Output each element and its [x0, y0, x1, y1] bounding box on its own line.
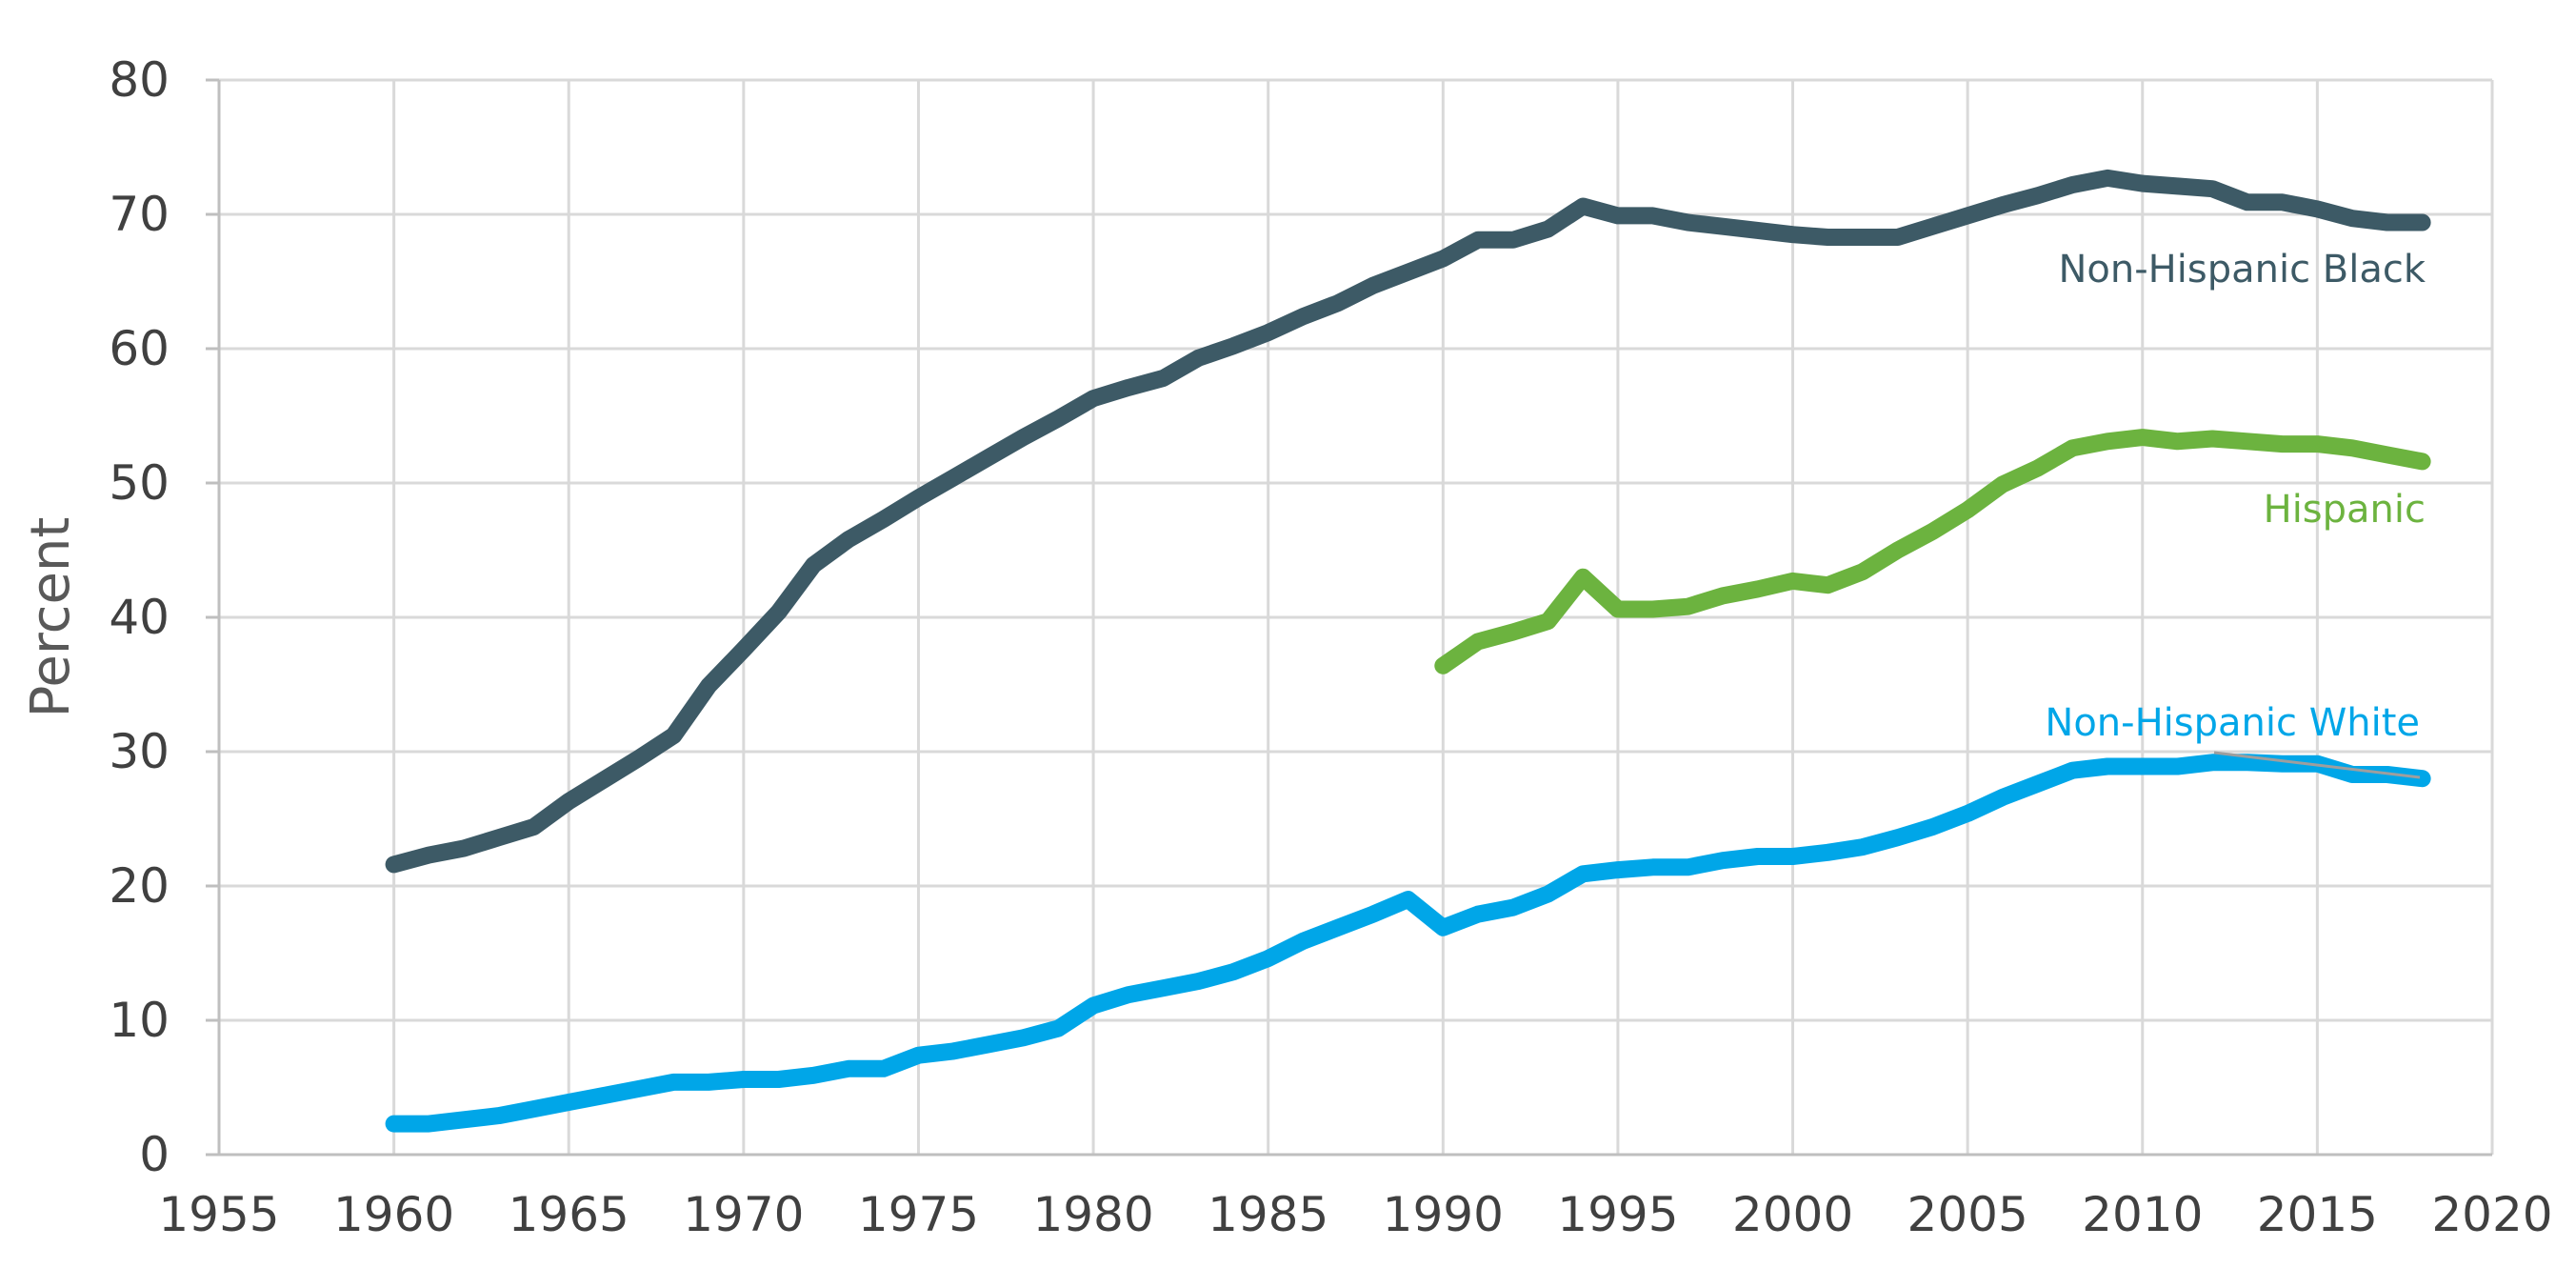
x-tick-label: 1985: [1208, 1187, 1328, 1242]
axes: [206, 78, 2492, 1157]
y-tick-label: 10: [109, 993, 170, 1048]
x-tick-label: 2005: [1907, 1187, 2028, 1242]
label-leader-line: [2213, 751, 2421, 779]
y-tick-label: 80: [109, 52, 170, 108]
y-tick-label: 20: [109, 858, 170, 914]
y-tick-label: 0: [139, 1127, 170, 1182]
series-lines: [385, 169, 2431, 1133]
series-label-hispanic: Hispanic: [2264, 488, 2426, 532]
x-tick-label: 2015: [2257, 1187, 2378, 1242]
series-label-non-hispanic-black: Non-Hispanic Black: [2058, 248, 2426, 292]
y-axis-title: Percent: [20, 517, 82, 718]
y-tick-label: 60: [109, 321, 170, 376]
series-line-hispanic: [1434, 429, 2431, 674]
y-tick-label: 40: [109, 590, 170, 645]
x-tick-label: 1965: [509, 1187, 629, 1242]
series-label-non-hispanic-white: Non-Hispanic White: [2045, 701, 2420, 745]
y-tick-label: 50: [109, 455, 170, 511]
x-tick-label: 1980: [1032, 1187, 1153, 1242]
series-line-non-hispanic-black: [385, 169, 2431, 874]
series-labels: Non-Hispanic Black Hispanic Non-Hispanic W…: [2045, 248, 2426, 779]
x-tick-label: 1955: [158, 1187, 279, 1242]
x-tick-label: 1995: [1557, 1187, 1678, 1242]
series-line-non-hispanic-white: [385, 754, 2431, 1133]
y-tick-label: 30: [109, 724, 170, 779]
tick-labels: 0 10 20 30 40 50 60 70 80 1955 1960 1965 1970 1975 198…: [109, 52, 2552, 1242]
x-tick-label: 2020: [2431, 1187, 2552, 1242]
x-tick-label: 2010: [2082, 1187, 2203, 1242]
x-tick-label: 1960: [333, 1187, 454, 1242]
grid: [219, 78, 2494, 1155]
x-tick-label: 2000: [1732, 1187, 1853, 1242]
x-tick-label: 1975: [858, 1187, 979, 1242]
y-tick-label: 70: [109, 187, 170, 242]
x-tick-label: 1990: [1383, 1187, 1504, 1242]
x-tick-label: 1970: [683, 1187, 804, 1242]
